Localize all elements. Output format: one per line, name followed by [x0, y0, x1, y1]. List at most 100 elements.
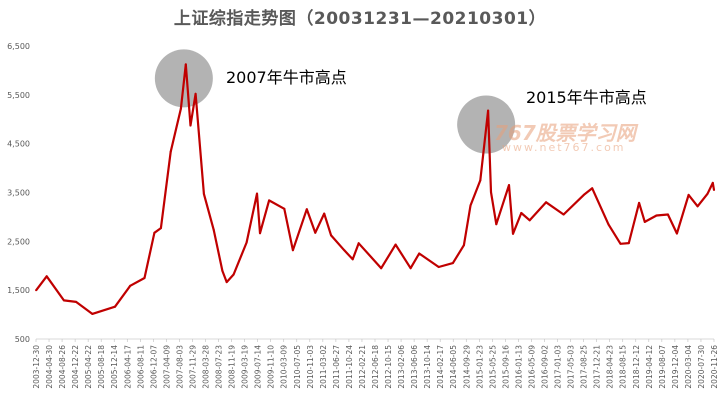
data-point: [437, 266, 440, 268]
data-point: [545, 201, 548, 204]
data-point: [189, 124, 192, 127]
data-point: [351, 258, 354, 261]
x-tick-label: 2006-08-11: [136, 345, 145, 389]
x-tick-label: 2008-07-23: [215, 345, 224, 389]
data-point: [357, 242, 360, 245]
x-tick-label: 2014-09-29: [462, 345, 471, 389]
data-point: [143, 277, 146, 279]
x-tick-label: 2019-08-07: [658, 345, 667, 389]
x-tick-label: 2019-04-12: [645, 345, 654, 389]
x-tick-label: 2016-01-13: [514, 345, 523, 389]
x-tick-label: 2013-02-06: [397, 345, 406, 389]
x-tick-label: 2012-02-21: [358, 345, 367, 389]
x-tick-label: 2007-11-29: [188, 345, 197, 389]
data-point: [179, 107, 182, 110]
y-tick-label: 500: [15, 335, 30, 344]
x-tick-label: 2008-11-19: [228, 345, 237, 389]
data-point: [696, 205, 699, 208]
data-point: [479, 179, 482, 182]
data-point: [619, 242, 622, 245]
x-tick-label: 2017-05-03: [567, 345, 576, 389]
x-tick-label: 2019-12-04: [671, 345, 680, 389]
data-point: [291, 249, 294, 252]
x-tick-label: 2004-12-22: [71, 345, 80, 389]
x-tick-label: 2017-12-21: [593, 345, 602, 389]
data-point: [418, 252, 421, 255]
x-tick-label: 2010-11-03: [306, 345, 315, 389]
x-tick-label: 2009-03-19: [241, 345, 250, 389]
data-point: [194, 92, 197, 95]
data-point: [394, 243, 397, 246]
data-point: [655, 214, 658, 217]
data-point: [528, 219, 531, 222]
data-point: [153, 231, 156, 234]
data-point: [451, 262, 454, 265]
data-point: [256, 192, 258, 195]
data-point: [591, 187, 594, 190]
data-point: [91, 312, 94, 315]
x-tick-label: 2015-01-23: [475, 345, 484, 389]
x-tick-label: 2018-12-12: [632, 345, 641, 389]
x-tick-label: 2005-08-18: [97, 345, 106, 389]
x-tick-label: 2015-05-25: [488, 345, 497, 389]
data-point: [607, 223, 610, 226]
index-line: [35, 63, 716, 315]
x-tick-label: 2007-08-03: [175, 345, 184, 389]
x-tick-label: 2010-03-09: [280, 345, 289, 389]
data-point: [666, 213, 669, 216]
watermark-url: www.net767.com: [502, 141, 626, 154]
x-tick-label: 2010-07-05: [293, 345, 302, 389]
x-tick-label: 2013-06-06: [410, 345, 419, 389]
x-tick-label: 2006-12-07: [149, 345, 158, 389]
x-tick-label: 2020-03-04: [684, 345, 693, 389]
data-point: [627, 242, 630, 245]
data-point: [323, 212, 326, 215]
data-point: [259, 232, 261, 235]
x-tick-label: 2014-02-17: [436, 345, 445, 389]
y-tick-label: 4,500: [7, 140, 30, 149]
x-tick-label: 2011-03-02: [319, 345, 328, 389]
x-tick-label: 2009-11-10: [267, 345, 276, 389]
x-tick-label: 2020-07-30: [697, 345, 706, 389]
data-point: [45, 275, 48, 278]
x-tick-label: 2004-08-26: [58, 345, 67, 389]
data-point: [221, 269, 224, 272]
data-point: [508, 184, 510, 187]
x-tick-label: 2013-10-14: [423, 345, 432, 389]
data-point: [35, 289, 38, 292]
data-point: [202, 192, 205, 195]
data-point: [184, 63, 187, 66]
x-tick-label: 2007-04-09: [162, 345, 171, 389]
x-tick-label: 2016-05-09: [527, 345, 536, 389]
data-point: [245, 241, 248, 244]
x-tick-label: 2008-03-28: [202, 345, 211, 389]
data-point: [643, 220, 646, 223]
x-tick-label: 2018-08-15: [619, 345, 628, 389]
annotation-2007-peak: 2007年牛市高点: [226, 68, 347, 87]
y-tick-label: 1,500: [7, 286, 30, 295]
watermark-logo: 767股票学习网: [494, 121, 636, 145]
data-point: [169, 150, 172, 153]
data-point: [409, 267, 412, 270]
x-tick-label: 2003-12-30: [32, 345, 41, 389]
data-point: [114, 305, 116, 308]
data-point: [232, 273, 235, 276]
data-point: [469, 204, 472, 207]
data-point: [129, 284, 132, 287]
data-point: [62, 299, 65, 302]
data-point: [225, 281, 228, 284]
data-point: [675, 232, 678, 235]
chart-title: 上证综指走势图（20031231—20210301）: [173, 9, 547, 29]
x-tick-label: 2020-11-26: [710, 345, 719, 389]
y-tick-label: 5,500: [7, 91, 30, 100]
x-tick-label: 2006-04-17: [123, 345, 132, 389]
data-point: [268, 199, 271, 202]
data-point: [711, 181, 714, 184]
data-point: [562, 213, 565, 216]
x-tick-label: 2011-10-24: [345, 345, 354, 389]
annotation-2015-peak: 2015年牛市高点: [526, 88, 647, 107]
data-point: [512, 232, 514, 235]
data-point: [314, 231, 317, 234]
x-tick-label: 2017-01-03: [554, 345, 563, 389]
